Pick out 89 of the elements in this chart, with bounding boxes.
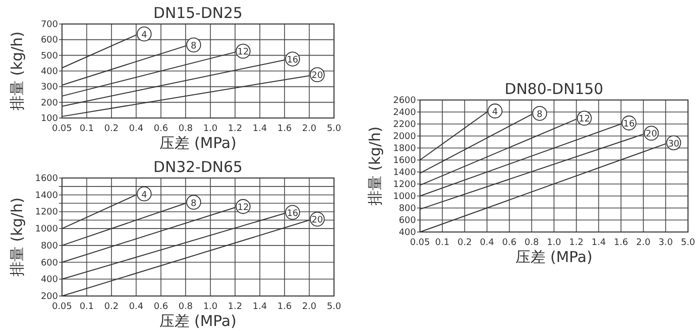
y-axis-title: 排量 (kg/h)	[8, 197, 26, 277]
x-tick-label: 0.8	[178, 124, 194, 134]
x-tick-label: 1.4	[592, 238, 606, 248]
x-tick-label: 1.2	[569, 238, 584, 248]
x-tick-label: 0.1	[80, 124, 94, 134]
y-tick-label: 2400	[393, 108, 416, 118]
y-axis-title: 排量 (kg/h)	[8, 31, 26, 111]
y-tick-label: 1400	[35, 190, 58, 201]
x-tick-label: 0.4	[129, 124, 144, 134]
series-label: 8	[536, 110, 543, 120]
series-label: 20	[646, 130, 658, 140]
x-tick-label: 5.0	[326, 302, 342, 312]
x-tick-label: 2.0	[302, 302, 317, 312]
x-tick-label: 5.0	[326, 124, 342, 134]
series-label: 16	[623, 120, 635, 130]
y-tick-label: 1600	[393, 156, 416, 166]
series-label: 12	[578, 114, 590, 125]
x-tick-label: 0.1	[435, 238, 450, 248]
x-tick-label: 1.4	[252, 302, 268, 312]
y-tick-label: 1600	[35, 174, 58, 184]
x-tick-label: 0.05	[410, 238, 430, 248]
x-axis-title: 压差 (MPa)	[160, 134, 236, 152]
y-tick-label: 1800	[393, 144, 416, 154]
y-tick-label: 600	[398, 216, 416, 226]
series-label: 4	[141, 30, 148, 40]
series-label: 16	[286, 56, 299, 66]
x-tick-label: 0.1	[80, 302, 94, 312]
x-tick-label: 0.8	[178, 302, 194, 312]
x-tick-label: 0.4	[129, 302, 144, 312]
x-tick-label: 0.6	[154, 302, 168, 312]
x-tick-label: 2.0	[302, 124, 317, 134]
x-axis-title: 压差 (MPa)	[160, 312, 236, 330]
series-label: 8	[190, 198, 197, 209]
x-tick-label: 0.05	[52, 302, 72, 312]
y-tick-label: 1000	[35, 224, 58, 235]
y-axis-title: 排量 (kg/h)	[366, 126, 384, 206]
y-tick-label: 600	[40, 258, 58, 268]
series-label: 4	[141, 190, 148, 200]
y-tick-label: 600	[40, 36, 58, 46]
x-tick-label: 0.2	[104, 302, 119, 312]
x-tick-label: 1.6	[614, 238, 628, 248]
x-tick-label: 0.2	[458, 238, 472, 248]
y-tick-label: 1200	[393, 180, 416, 190]
x-tick-label: 1.0	[203, 124, 218, 134]
x-tick-label: 0.6	[502, 238, 517, 248]
chart-title: DN32-DN65	[153, 158, 243, 176]
y-tick-label: 400	[40, 275, 58, 286]
series-label: 4	[492, 108, 498, 118]
x-tick-label: 1.0	[546, 238, 562, 248]
y-tick-label: 700	[40, 20, 58, 30]
chart-title: DN80-DN150	[504, 80, 604, 98]
series-label: 12	[237, 48, 249, 58]
series-label: 20	[312, 216, 324, 226]
legend-label: 16	[286, 208, 299, 219]
x-tick-label: 1.0	[203, 302, 218, 312]
x-tick-label: 0.2	[104, 124, 119, 134]
y-tick-label: 800	[398, 204, 416, 214]
y-tick-label: 1400	[393, 168, 416, 178]
x-tick-label: 0.05	[52, 124, 72, 134]
y-tick-label: 300	[40, 82, 58, 93]
x-tick-label: 1.2	[228, 302, 242, 312]
y-tick-label: 1000	[393, 192, 416, 202]
y-tick-label: 2000	[393, 132, 416, 142]
x-tick-label: 3.0	[658, 238, 674, 248]
x-tick-label: 0.4	[480, 238, 494, 248]
series-label: 20	[312, 71, 324, 82]
series-label: 12	[237, 203, 249, 213]
chart-title: DN15-DN25	[153, 4, 243, 22]
x-tick-label: 1.6	[277, 302, 292, 312]
series-label: 30	[668, 139, 680, 150]
y-tick-label: 200	[40, 98, 58, 108]
y-tick-label: 2200	[393, 120, 416, 130]
y-tick-label: 800	[40, 241, 58, 252]
y-tick-label: 400	[398, 228, 416, 238]
y-tick-label: 400	[40, 67, 58, 77]
y-tick-label: 2600	[393, 96, 416, 106]
y-tick-label: 200	[40, 292, 58, 302]
x-tick-label: 1.4	[252, 124, 268, 134]
x-axis-title: 压差 (MPa)	[516, 248, 592, 266]
x-tick-label: 5.0	[680, 238, 696, 248]
series-label: 8	[190, 41, 197, 52]
y-tick-label: 100	[40, 114, 58, 124]
x-tick-label: 0.8	[524, 238, 540, 248]
x-tick-label: 1.6	[277, 124, 292, 134]
x-tick-label: 2.0	[636, 238, 651, 248]
y-tick-label: 500	[40, 51, 58, 62]
x-tick-label: 0.6	[154, 124, 168, 134]
y-tick-label: 1200	[35, 208, 58, 218]
x-tick-label: 1.2	[228, 124, 242, 134]
